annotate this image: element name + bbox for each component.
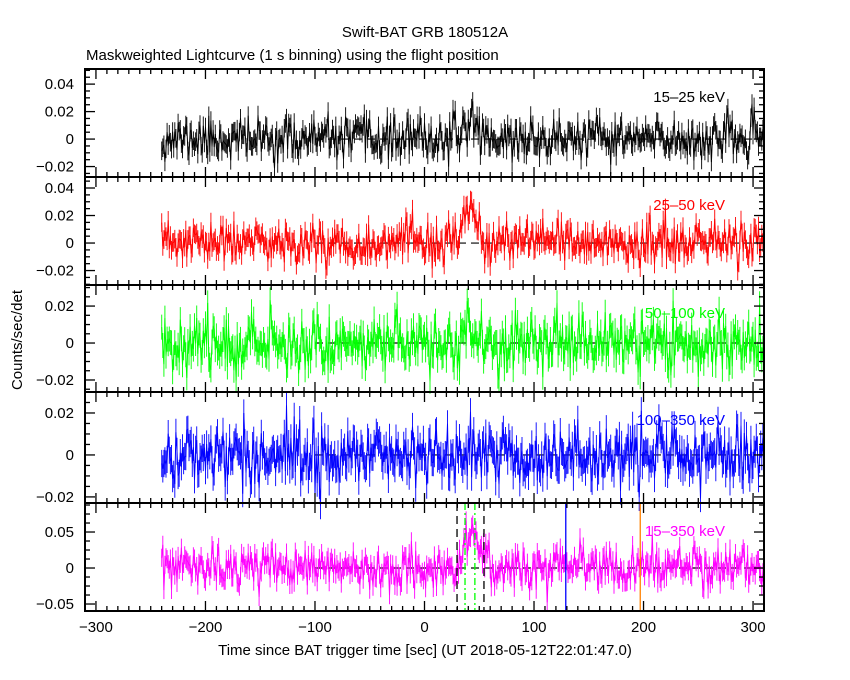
x-tick-label: 100 <box>522 619 547 636</box>
series-line <box>161 299 765 382</box>
x-axis-label: Time since BAT trigger time [sec] (UT 20… <box>218 642 632 659</box>
y-tick-label: 0.02 <box>45 298 74 315</box>
series-line <box>161 520 765 603</box>
y-tick-label: 0 <box>66 447 74 464</box>
y-tick-label: −0.02 <box>36 372 74 389</box>
x-tick-label: 300 <box>741 619 766 636</box>
y-tick-label: 0.05 <box>45 524 74 541</box>
series-line <box>161 101 765 169</box>
panel-1: 25–50 keV −0.02 0 0.02 0.04 <box>36 176 765 286</box>
y-tick-label: 0.02 <box>45 405 74 422</box>
chart-subtitle: Maskweighted Lightcurve (1 s binning) us… <box>86 47 499 64</box>
y-axis-label: Counts/sec/det <box>9 289 26 390</box>
x-tick-label: −100 <box>298 619 332 636</box>
series-line <box>161 405 765 506</box>
panel-label: 15–350 keV <box>645 523 725 540</box>
panel-label: 25–50 keV <box>653 197 725 214</box>
panel-2: 50–100 keV −0.02 0 0.02 <box>36 284 765 394</box>
panel-0: 15–25 keV −0.02 0 0.02 0.04 <box>36 68 765 178</box>
y-tick-label: 0.02 <box>45 208 74 225</box>
y-tick-label: 0 <box>66 335 74 352</box>
series-line <box>161 199 765 272</box>
x-tick-label: −300 <box>79 619 113 636</box>
y-tick-label: 0 <box>66 560 74 577</box>
y-tick-label: 0.02 <box>45 104 74 121</box>
panel-label: 15–25 keV <box>653 89 725 106</box>
y-tick-label: 0.04 <box>45 76 74 93</box>
y-tick-label: 0.04 <box>45 180 74 197</box>
panel-label: 50–100 keV <box>645 305 725 322</box>
panel-label: 100–350 keV <box>637 412 725 429</box>
y-tick-label: −0.05 <box>36 596 74 613</box>
chart-title: Swift-BAT GRB 180512A <box>342 24 508 41</box>
y-tick-label: −0.02 <box>36 489 74 506</box>
panel-frame <box>84 176 765 286</box>
panel-3: 100–350 keV −0.02 0 0.02 <box>36 391 765 520</box>
panel-4: 15–350 keV −0.05 0 0.05 <box>36 502 765 613</box>
y-tick-label: 0 <box>66 235 74 252</box>
x-tick-label: −200 <box>189 619 223 636</box>
y-tick-label: 0 <box>66 131 74 148</box>
y-tick-label: −0.02 <box>36 263 74 280</box>
x-tick-label: 0 <box>420 619 428 636</box>
y-tick-label: −0.02 <box>36 159 74 176</box>
x-tick-label: 200 <box>631 619 656 636</box>
